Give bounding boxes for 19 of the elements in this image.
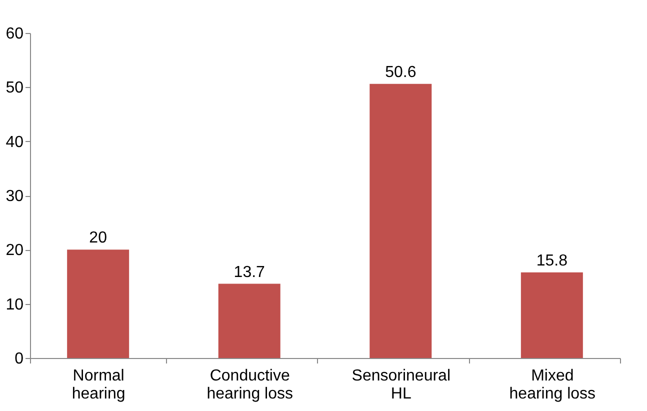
y-tick-label: 30 <box>6 188 24 205</box>
y-tick-label: 40 <box>6 134 24 151</box>
data-label: 20 <box>89 230 108 247</box>
bar <box>520 272 583 358</box>
data-label: 50.6 <box>385 64 416 81</box>
y-tick-label: 60 <box>6 26 24 42</box>
y-tick-label: 10 <box>6 296 24 314</box>
x-tick-label: Sensorineural HL <box>352 368 451 402</box>
x-tick-label: Mixed hearing loss <box>509 368 596 402</box>
x-tick-label: Conductive hearing loss <box>206 368 293 402</box>
data-label: 13.7 <box>234 264 266 281</box>
y-tick-label: 20 <box>6 242 24 260</box>
bar <box>67 250 130 358</box>
y-tick-label: 50 <box>6 80 24 97</box>
x-tick-label: Normal hearing <box>72 368 126 402</box>
data-label: 15.8 <box>536 252 568 270</box>
bar <box>370 84 432 358</box>
bar <box>218 284 280 358</box>
y-tick-label: 0 <box>14 350 24 368</box>
